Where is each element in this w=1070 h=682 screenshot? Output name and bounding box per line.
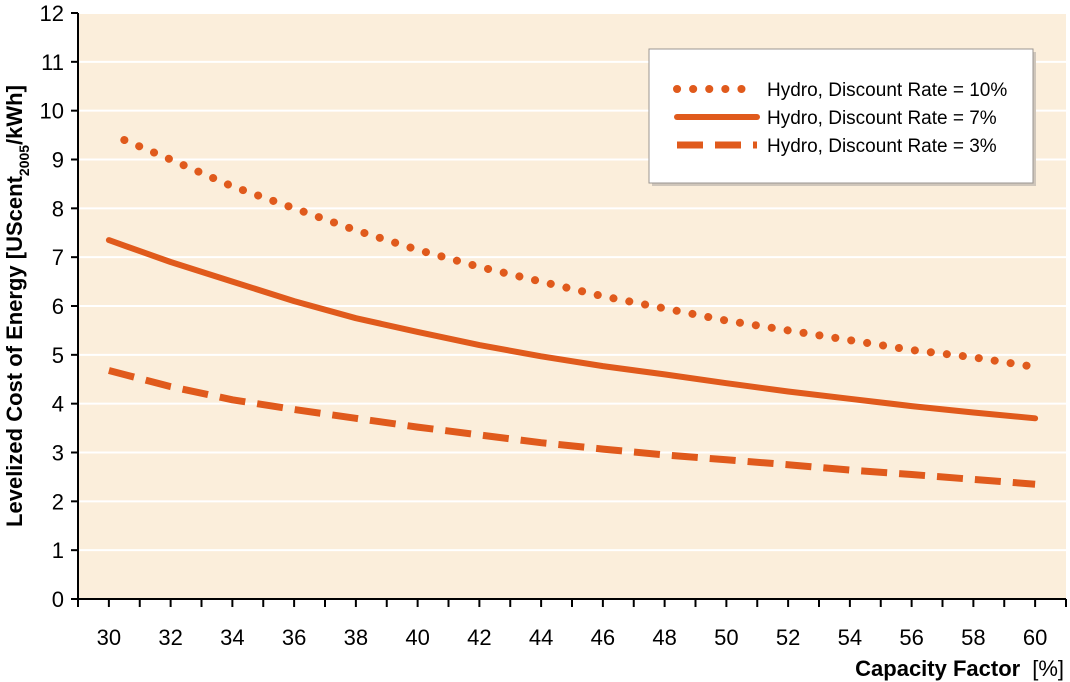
y-tick-label: 0 [52,587,64,612]
x-tick-label: 32 [158,625,182,650]
x-tick-label: 46 [591,625,615,650]
y-tick-label: 4 [52,392,64,417]
x-tick-label: 52 [776,625,800,650]
x-tick-label: 42 [467,625,491,650]
series-line-solid [105,237,1039,422]
legend-label: Hydro, Discount Rate = 7% [767,108,997,129]
x-tick-label: 50 [714,625,738,650]
y-axis-title: Levelized Cost of Energy [UScent2005/kWh… [2,85,32,527]
x-tick-label: 48 [652,625,676,650]
y-tick-label: 2 [52,489,64,514]
y-tick-label: 3 [52,441,64,466]
y-tick-label: 11 [41,50,64,75]
x-tick-label: 44 [529,625,553,650]
y-axis-title-subscript: 2005 [16,145,32,176]
series-line-dotted [120,136,1040,371]
y-tick-label: 10 [40,99,64,124]
y-tick-label: 1 [52,538,64,563]
x-tick-label: 54 [838,625,862,650]
x-tick-label: 60 [1023,625,1047,650]
axes [71,12,1067,607]
y-tick-label: 12 [40,1,64,26]
series-lines [105,136,1040,488]
series-line-dashed [108,367,1036,488]
x-axis-title: Capacity Factor [%] [855,656,1064,681]
x-tick-label: 56 [899,625,923,650]
x-tick-label: 30 [97,625,121,650]
x-axis-unit: [%] [1032,656,1064,681]
y-tick-label: 9 [52,148,64,173]
x-tick-label: 34 [220,625,244,650]
y-axis-title-suffix: /kWh] [2,85,27,145]
x-tick-label: 58 [961,625,985,650]
y-tick-label: 5 [52,343,64,368]
legend-label: Hydro, Discount Rate = 3% [767,136,997,157]
x-tick-label: 38 [344,625,368,650]
y-tick-label: 8 [52,196,64,221]
y-tick-label: 7 [52,245,64,270]
x-tick-label: 36 [282,625,306,650]
legend: Hydro, Discount Rate = 10% Hydro, Discoun… [648,48,1036,186]
legend-label: Hydro, Discount Rate = 10% [767,80,1007,101]
x-axis-title-text: Capacity Factor [855,656,1020,681]
y-axis-title-prefix: Levelized Cost of Energy [UScent [2,175,27,527]
y-tick-label: 6 [52,294,64,319]
x-tick-label: 40 [405,625,429,650]
